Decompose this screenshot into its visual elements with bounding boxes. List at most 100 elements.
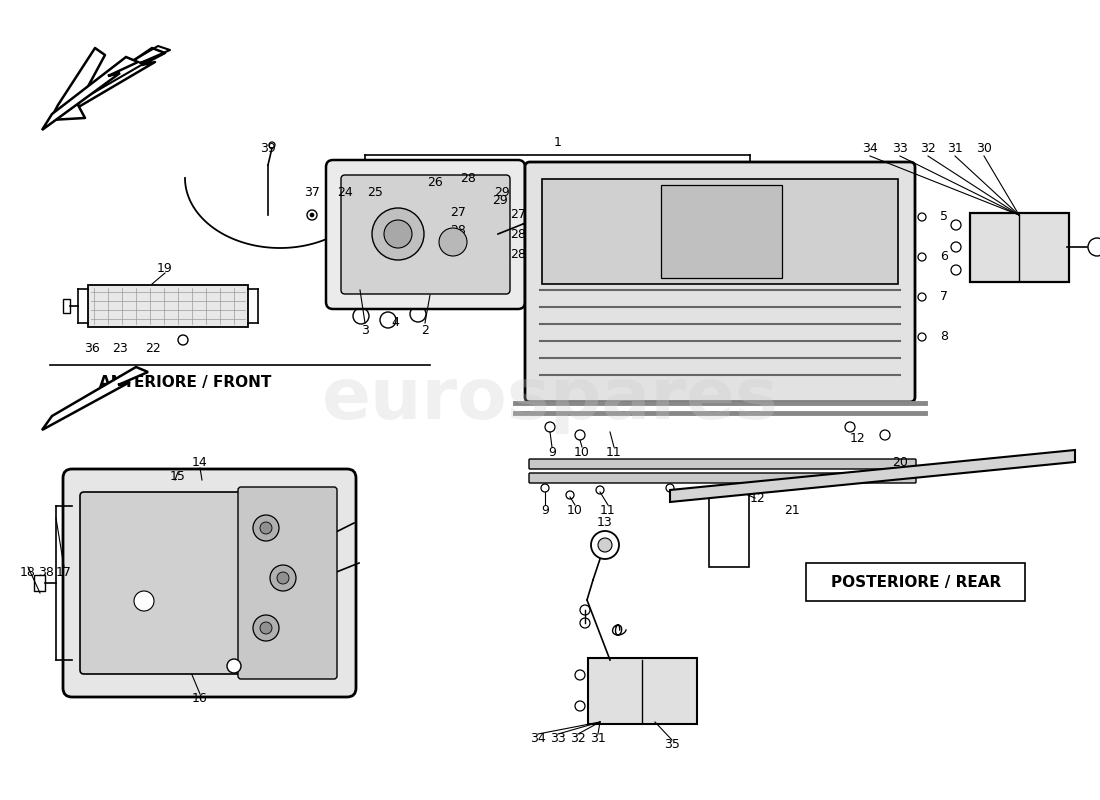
FancyBboxPatch shape	[485, 230, 495, 240]
Circle shape	[270, 565, 296, 591]
Polygon shape	[670, 450, 1075, 502]
Circle shape	[575, 670, 585, 680]
Text: 39: 39	[260, 142, 276, 154]
Text: 7: 7	[940, 290, 948, 303]
Circle shape	[666, 484, 674, 492]
Text: 2: 2	[421, 323, 429, 337]
Text: 3: 3	[361, 323, 368, 337]
Text: 16: 16	[192, 691, 208, 705]
Text: 24: 24	[337, 186, 353, 199]
Text: 15: 15	[170, 470, 186, 482]
Circle shape	[370, 200, 379, 210]
Text: 12: 12	[850, 433, 866, 446]
Text: 29: 29	[494, 186, 510, 199]
Circle shape	[450, 166, 460, 176]
Circle shape	[591, 531, 619, 559]
Circle shape	[307, 210, 317, 220]
Circle shape	[410, 306, 426, 322]
Circle shape	[598, 538, 612, 552]
Text: 19: 19	[157, 262, 173, 274]
Polygon shape	[42, 57, 138, 130]
Circle shape	[952, 220, 961, 230]
Text: eurospares: eurospares	[321, 366, 779, 434]
Text: 36: 36	[84, 342, 100, 354]
Circle shape	[260, 522, 272, 534]
Circle shape	[379, 312, 396, 328]
Circle shape	[541, 484, 549, 492]
Text: 17: 17	[56, 566, 72, 578]
Text: 12: 12	[750, 491, 766, 505]
Text: 11: 11	[601, 503, 616, 517]
Text: 28: 28	[510, 229, 526, 242]
FancyBboxPatch shape	[341, 175, 510, 294]
Circle shape	[270, 142, 275, 148]
Polygon shape	[42, 367, 148, 430]
Circle shape	[893, 380, 903, 390]
Text: 33: 33	[550, 731, 565, 745]
Text: 32: 32	[570, 731, 586, 745]
Text: 34: 34	[862, 142, 878, 154]
Text: 27: 27	[510, 209, 526, 222]
FancyBboxPatch shape	[529, 473, 916, 483]
Circle shape	[353, 308, 369, 324]
Text: 31: 31	[947, 142, 962, 154]
Circle shape	[439, 228, 468, 256]
Text: 33: 33	[892, 142, 907, 154]
Text: 22: 22	[145, 342, 161, 354]
FancyBboxPatch shape	[529, 459, 916, 469]
FancyBboxPatch shape	[806, 563, 1025, 601]
FancyBboxPatch shape	[88, 285, 248, 327]
FancyBboxPatch shape	[485, 210, 495, 220]
FancyBboxPatch shape	[525, 162, 915, 402]
FancyBboxPatch shape	[446, 176, 464, 214]
Text: 13: 13	[597, 515, 613, 529]
Circle shape	[343, 206, 346, 210]
Circle shape	[373, 203, 377, 207]
Circle shape	[310, 213, 314, 217]
Text: 28: 28	[450, 223, 466, 237]
Text: 37: 37	[304, 186, 320, 198]
Text: 26: 26	[427, 177, 443, 190]
Circle shape	[253, 615, 279, 641]
Text: 9: 9	[541, 503, 549, 517]
Text: 34: 34	[530, 731, 546, 745]
Circle shape	[178, 335, 188, 345]
Circle shape	[880, 430, 890, 440]
Text: 14: 14	[192, 455, 208, 469]
Text: ANTERIORE / FRONT: ANTERIORE / FRONT	[99, 374, 272, 390]
Circle shape	[580, 605, 590, 615]
FancyBboxPatch shape	[63, 299, 70, 313]
FancyBboxPatch shape	[710, 487, 749, 567]
Circle shape	[566, 491, 574, 499]
Circle shape	[544, 422, 556, 432]
FancyBboxPatch shape	[238, 487, 337, 679]
FancyBboxPatch shape	[588, 658, 697, 724]
Circle shape	[575, 430, 585, 440]
Text: 29: 29	[492, 194, 508, 206]
Text: 5: 5	[940, 210, 948, 223]
Circle shape	[134, 591, 154, 611]
FancyBboxPatch shape	[326, 160, 525, 309]
Polygon shape	[50, 48, 104, 120]
Polygon shape	[55, 46, 170, 115]
Text: 6: 6	[940, 250, 948, 263]
Text: 28: 28	[460, 171, 476, 185]
Circle shape	[716, 486, 724, 494]
Text: 21: 21	[784, 503, 800, 517]
Polygon shape	[70, 48, 165, 112]
FancyBboxPatch shape	[485, 250, 495, 260]
Text: 30: 30	[976, 142, 992, 154]
FancyBboxPatch shape	[661, 185, 782, 278]
Text: 38: 38	[39, 566, 54, 578]
FancyBboxPatch shape	[80, 492, 242, 674]
Text: 25: 25	[367, 186, 383, 198]
Circle shape	[260, 622, 272, 634]
Text: POSTERIORE / REAR: POSTERIORE / REAR	[830, 574, 1001, 590]
Circle shape	[952, 242, 961, 252]
FancyBboxPatch shape	[63, 469, 356, 697]
Text: 4: 4	[392, 317, 399, 330]
Circle shape	[537, 380, 547, 390]
Text: 23: 23	[112, 342, 128, 354]
Text: 1: 1	[554, 137, 562, 150]
Circle shape	[918, 213, 926, 221]
